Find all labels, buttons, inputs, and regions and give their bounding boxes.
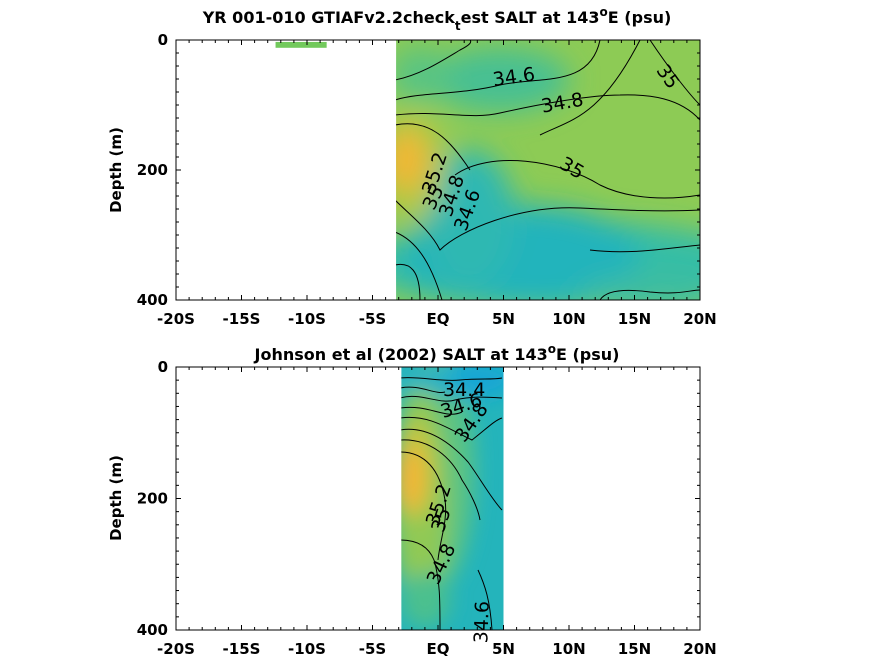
- x-tick-label: 5N: [492, 310, 515, 328]
- surface-patch: [275, 41, 327, 48]
- salinity-deep-mid: [580, 277, 700, 300]
- x-tick-label: 5N: [492, 640, 515, 656]
- x-tick-label: 20N: [683, 310, 716, 328]
- y-axis-label: Depth (m): [107, 127, 125, 213]
- x-tick-label: 10N: [552, 640, 585, 656]
- y-tick-label: 200: [137, 161, 168, 179]
- x-tick-label: -5S: [359, 640, 386, 656]
- x-tick-label: 10N: [552, 310, 585, 328]
- x-tick-label: -5S: [359, 310, 386, 328]
- y-tick-label: 0: [158, 31, 168, 49]
- salinity-max-core: [401, 446, 424, 510]
- x-tick-label: EQ: [427, 640, 450, 656]
- axis-ticks: -20S -15S -10S -5S EQ 5N 10N 15N 20N 0 200 400: [137, 31, 717, 328]
- salinity-max-core: [396, 130, 427, 190]
- salinity-field: [396, 40, 700, 300]
- x-tick-label: 20N: [683, 640, 716, 656]
- axis-ticks: -20S -15S -10S -5S EQ 5N 10N 15N 20N 0 200 400: [137, 358, 717, 656]
- contour-label: 34.4: [443, 379, 485, 401]
- x-tick-label: -10S: [288, 310, 326, 328]
- x-tick-label: 15N: [618, 310, 651, 328]
- salinity-field: [401, 367, 504, 630]
- x-tick-label: -15S: [223, 310, 261, 328]
- salinity-surface-low: [430, 48, 570, 112]
- contour-lines: [396, 40, 700, 300]
- x-tick-label: EQ: [427, 310, 450, 328]
- y-tick-label: 400: [137, 291, 168, 309]
- x-tick-label: 15N: [618, 640, 651, 656]
- y-tick-label: 0: [158, 358, 168, 376]
- contour-lines: [401, 377, 503, 630]
- y-tick-label: 400: [137, 621, 168, 639]
- panel-observed: Johnson et al (2002) SALT at 143oE (psu): [107, 342, 717, 656]
- contour-label: 34.6: [470, 601, 493, 644]
- chart-title: YR 001-010 GTIAFv2.2checktest SALT at 14…: [202, 5, 672, 33]
- x-tick-label: -10S: [288, 640, 326, 656]
- y-tick-label: 200: [137, 490, 168, 508]
- panel-model: YR 001-010 GTIAFv2.2checktest SALT at 14…: [107, 5, 717, 328]
- chart-title: Johnson et al (2002) SALT at 143oE (psu): [254, 342, 620, 364]
- salinity-deep-green: [401, 572, 450, 628]
- salinity-low-west: [425, 150, 515, 290]
- salinity-surface-low2: [396, 47, 450, 103]
- x-tick-label: -15S: [223, 640, 261, 656]
- x-tick-label: -20S: [157, 640, 195, 656]
- y-axis-label: Depth (m): [107, 455, 125, 541]
- x-tick-label: -20S: [157, 310, 195, 328]
- salinity-fresh-top2: [401, 367, 460, 390]
